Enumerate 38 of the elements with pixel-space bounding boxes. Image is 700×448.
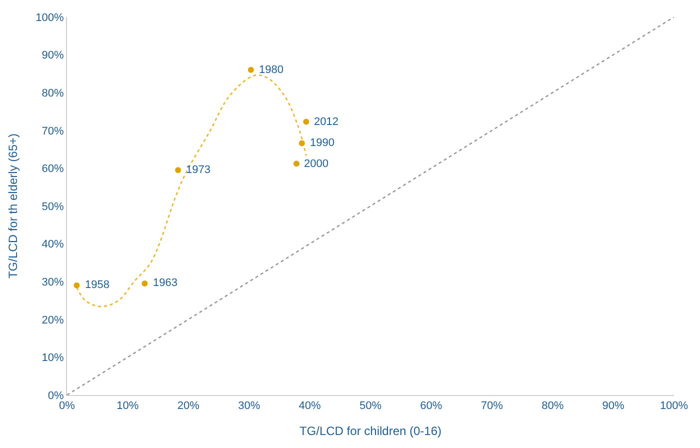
x-tick-label: 20% xyxy=(177,400,200,412)
y-tick-label: 40% xyxy=(42,238,64,251)
y-tick-label: 0% xyxy=(48,390,64,402)
x-tick-label: 90% xyxy=(602,400,625,412)
y-tick-label: 30% xyxy=(42,276,64,288)
x-tick-label: 30% xyxy=(238,400,260,412)
x-tick-label: 50% xyxy=(359,400,382,412)
annotation: 2012 xyxy=(314,116,338,128)
x-tick-label: 60% xyxy=(420,400,442,412)
annotation: 1958 xyxy=(85,279,110,291)
y-tick-label: 70% xyxy=(42,125,64,138)
x-axis-title: TG/LCD for children (0-16) xyxy=(299,424,442,438)
point xyxy=(74,282,80,288)
point xyxy=(248,66,254,73)
y-axis-title: TG/LCD for th elderly (65+) xyxy=(6,133,20,279)
x-tick-label: 80% xyxy=(542,400,564,412)
annotation: 1963 xyxy=(153,277,178,289)
point xyxy=(142,280,148,286)
x-tick-label: 0% xyxy=(59,400,76,412)
x-tick-label: 70% xyxy=(480,400,504,412)
annotation: 2000 xyxy=(304,158,328,170)
annotation: 1973 xyxy=(186,164,210,176)
y-tick-label: 10% xyxy=(42,352,64,364)
y-tick-label: 90% xyxy=(42,50,64,62)
x-tick-label: 40% xyxy=(298,400,322,412)
point xyxy=(303,118,310,125)
point xyxy=(298,140,305,146)
point xyxy=(293,160,300,167)
x-tick-label: 100% xyxy=(660,400,688,412)
point xyxy=(175,167,182,174)
y-tick-label: 60% xyxy=(42,163,64,176)
y-tick-label: 100% xyxy=(36,12,64,24)
y-tick-label: 20% xyxy=(42,314,64,326)
annotation: 1980 xyxy=(259,64,284,76)
y-tick-label: 50% xyxy=(42,200,64,213)
x-tick-label: 10% xyxy=(116,400,139,412)
y-tick-label: 80% xyxy=(42,87,64,100)
annotation: 1990 xyxy=(310,137,334,149)
